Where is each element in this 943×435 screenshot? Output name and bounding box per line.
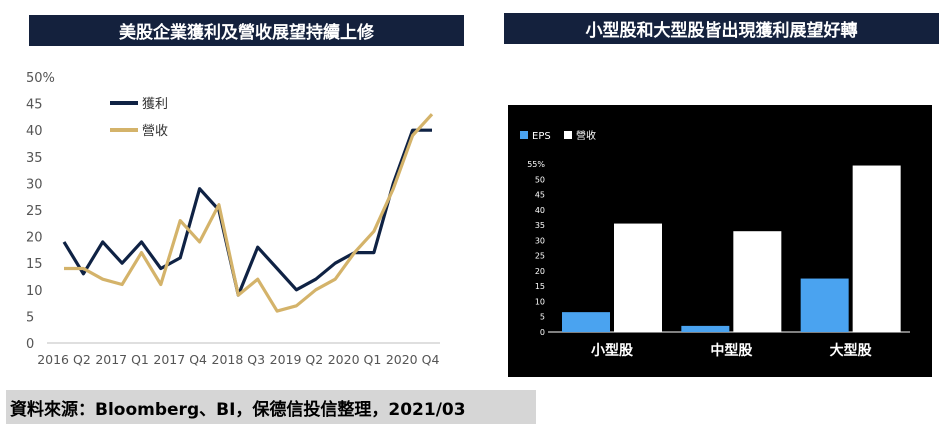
y-tick-label: 55% (527, 160, 545, 169)
x-category-label: 小型股 (591, 342, 634, 359)
x-tick-label: 2016 Q2 (37, 352, 91, 367)
x-tick-label: 2020 Q4 (386, 352, 440, 367)
source-note: 資料來源：Bloomberg、BI，保德信投信整理，2021/03 (6, 390, 536, 424)
y-tick-label: 0 (540, 328, 545, 337)
x-tick-label: 2018 Q3 (212, 352, 266, 367)
legend-label: 營收 (142, 124, 168, 139)
y-tick-label: 50 (535, 175, 545, 184)
series-line-revenue (64, 113, 434, 313)
y-tick-label: 5 (540, 313, 545, 322)
y-tick-label: 50% (26, 71, 55, 86)
x-category-label: 中型股 (710, 342, 753, 359)
y-tick-label: 45 (535, 191, 545, 200)
y-tick-label: 0 (26, 337, 34, 352)
y-tick-label: 15 (535, 282, 545, 291)
legend-label: 獲利 (142, 97, 168, 112)
x-tick-label: 2019 Q2 (270, 352, 324, 367)
legend-swatch (564, 131, 572, 139)
bar-revenue (733, 231, 782, 332)
bar-revenue (852, 165, 901, 332)
y-tick-label: 35 (535, 221, 545, 230)
y-tick-label: 25 (535, 252, 545, 261)
legend-label: EPS (532, 131, 551, 142)
y-tick-label: 20 (535, 267, 545, 276)
series-line-profit (62, 128, 432, 297)
bar-eps (562, 312, 610, 332)
x-tick-label: 2017 Q4 (153, 352, 207, 367)
bar-revenue (614, 223, 662, 332)
y-tick-label: 15 (26, 257, 43, 272)
y-tick-label: 5 (26, 310, 34, 325)
right-chart-title: 小型股和大型股皆出現獲利展望好轉 (504, 13, 939, 44)
x-category-label: 大型股 (830, 342, 873, 359)
y-tick-label: 30 (26, 177, 43, 192)
x-tick-label: 2017 Q1 (95, 352, 149, 367)
bar-eps (681, 325, 730, 332)
y-tick-label: 35 (26, 151, 43, 166)
y-tick-label: 30 (535, 236, 545, 245)
y-tick-label: 25 (26, 204, 43, 219)
left-chart-title: 美股企業獲利及營收展望持續上修 (29, 15, 464, 46)
legend-swatch (520, 131, 528, 139)
y-tick-label: 10 (535, 297, 545, 306)
bar-eps (800, 278, 849, 332)
y-tick-label: 40 (535, 206, 545, 215)
legend-label: 營收 (576, 129, 596, 142)
y-tick-label: 20 (26, 231, 43, 246)
y-tick-label: 40 (26, 124, 43, 139)
x-tick-label: 2020 Q1 (328, 352, 382, 367)
y-tick-label: 10 (26, 284, 43, 299)
y-tick-label: 45 (26, 98, 43, 113)
